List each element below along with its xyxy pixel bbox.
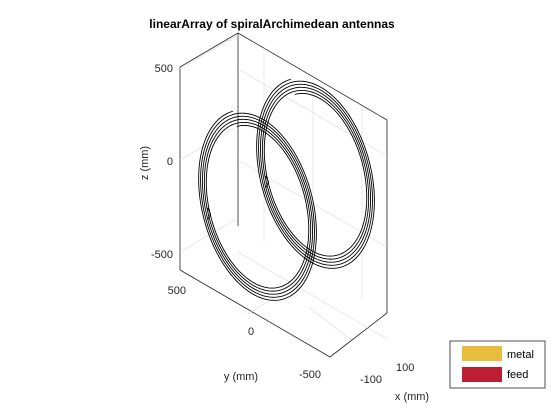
box-floor-left-edge (179, 269, 331, 358)
axes-box (179, 32, 388, 358)
legend: metal feed (449, 340, 546, 389)
grid-line (179, 34, 239, 70)
z-axis: 500 0 -500 z (mm) (139, 63, 173, 261)
y-axis-label: y (mm) (224, 371, 258, 383)
x-tick-label: 100 (396, 362, 414, 374)
x-tick-label: -100 (360, 374, 382, 386)
spiral-antenna-2 (256, 78, 375, 269)
z-tick-label: 0 (167, 156, 173, 168)
legend-label-metal: metal (507, 349, 534, 361)
x-axis: 100 -100 x (mm) (360, 362, 429, 403)
z-axis-label: z (mm) (139, 146, 151, 180)
y-tick-label: 500 (168, 285, 186, 297)
y-tick-label: 0 (248, 326, 254, 338)
box-back-top-edge (237, 32, 388, 121)
y-axis: 500 0 -500 y (mm) (168, 285, 321, 383)
grid-line (237, 251, 388, 340)
x-axis-label: x (mm) (395, 391, 429, 403)
legend-swatch-feed (462, 367, 502, 382)
spiral-antenna-1 (198, 110, 317, 301)
y-tick-label: -500 (299, 369, 321, 381)
z-tick-label: -500 (151, 249, 173, 261)
box-floor-right-edge (329, 312, 388, 358)
feed-point-1 (207, 207, 212, 221)
antenna-array (198, 78, 375, 301)
grid-line (309, 307, 352, 341)
legend-label-feed: feed (507, 369, 528, 381)
axes-grid (179, 34, 388, 341)
feed-point-2 (265, 175, 270, 189)
figure-title: linearArray of spiralArchimedean antenna… (149, 17, 395, 31)
legend-swatch-metal (462, 346, 502, 361)
z-tick-label: 500 (155, 63, 173, 75)
box-top-left-edge (179, 32, 239, 68)
